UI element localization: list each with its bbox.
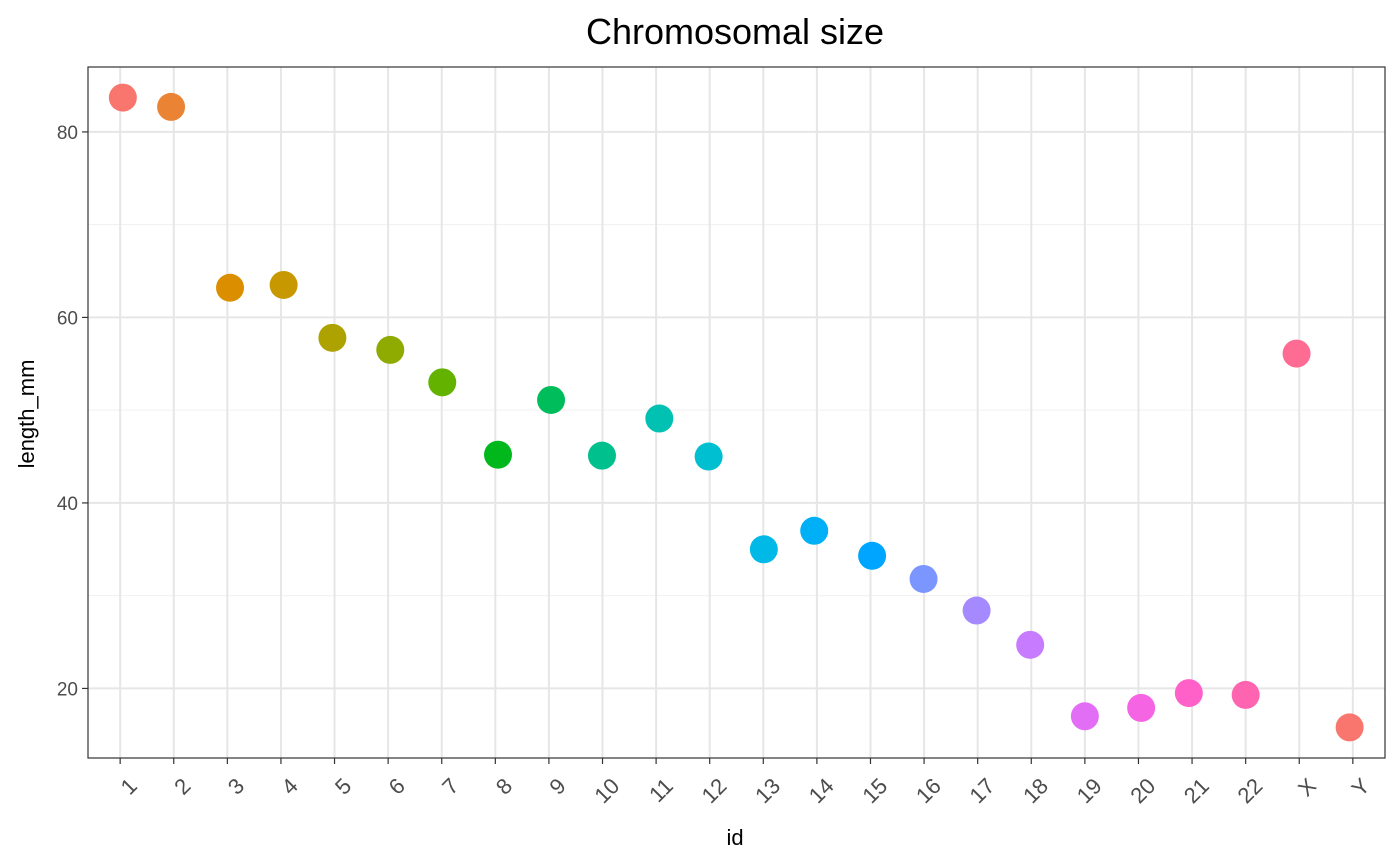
x-tick-label: 14	[804, 773, 839, 808]
x-tick-label: X	[1293, 773, 1321, 801]
x-tick-label: 6	[384, 773, 410, 799]
x-tick-label: 8	[491, 773, 517, 799]
data-point-11	[645, 404, 674, 433]
x-tick-label: 1	[116, 773, 142, 799]
x-tick-label: 3	[223, 773, 249, 799]
data-point-21	[1174, 679, 1203, 708]
data-point-16	[909, 564, 938, 593]
x-tick-label: 5	[330, 773, 356, 799]
plot-border	[87, 66, 1386, 759]
x-tick-label: 9	[544, 773, 570, 799]
x-tick-label: 21	[1179, 773, 1214, 808]
x-tick-label: 11	[644, 773, 678, 807]
data-point-7	[428, 368, 457, 397]
x-tick-label: 17	[965, 773, 1000, 808]
x-axis-title: id	[726, 825, 743, 850]
chart-title: Chromosomal size	[586, 11, 884, 52]
data-point-2	[157, 92, 186, 121]
data-point-19	[1070, 702, 1099, 731]
data-point-6	[376, 335, 405, 364]
data-point-10	[587, 441, 616, 470]
plot-area	[87, 66, 1386, 759]
data-points	[108, 83, 1364, 742]
data-point-X	[1282, 339, 1311, 368]
data-point-8	[484, 440, 513, 469]
y-tick-label: 40	[57, 494, 78, 515]
y-tick-label: 60	[57, 308, 78, 329]
y-axis: 20 40 60 80	[57, 123, 88, 700]
x-tick-label: 20	[1125, 773, 1160, 808]
data-point-15	[858, 541, 887, 570]
x-tick-label: 13	[750, 773, 785, 808]
data-point-3	[216, 273, 245, 302]
data-point-1	[108, 83, 137, 112]
data-point-9	[537, 385, 566, 414]
data-point-Y	[1335, 713, 1364, 742]
data-point-18	[1016, 630, 1045, 659]
x-tick-label: Y	[1347, 773, 1375, 801]
y-axis-title: length_mm	[14, 360, 39, 469]
x-tick-label: 15	[857, 773, 892, 808]
x-tick-label: 7	[437, 773, 463, 799]
x-tick-label: 19	[1072, 773, 1107, 808]
data-point-22	[1231, 680, 1260, 709]
x-axis: 1 2 3 4 5 6 7 8 9 10 11 12 13 14 15 16 17 18 19 20 21 22 X Y	[116, 758, 1375, 808]
data-point-13	[749, 535, 778, 564]
data-point-12	[694, 442, 723, 471]
data-point-4	[269, 270, 298, 299]
data-point-14	[800, 516, 829, 545]
x-tick-label: 2	[169, 773, 195, 799]
x-tick-label: 4	[276, 773, 302, 799]
x-tick-label: 12	[697, 773, 732, 808]
data-point-17	[962, 596, 991, 625]
plot-background	[88, 67, 1385, 758]
y-tick-label: 80	[57, 123, 78, 144]
x-tick-label: 18	[1018, 773, 1053, 808]
y-tick-label: 20	[57, 679, 78, 700]
x-tick-label: 10	[589, 773, 624, 808]
x-tick-label: 16	[911, 773, 946, 808]
data-point-5	[318, 323, 347, 352]
data-point-20	[1127, 693, 1156, 722]
x-tick-label: 22	[1233, 773, 1268, 808]
